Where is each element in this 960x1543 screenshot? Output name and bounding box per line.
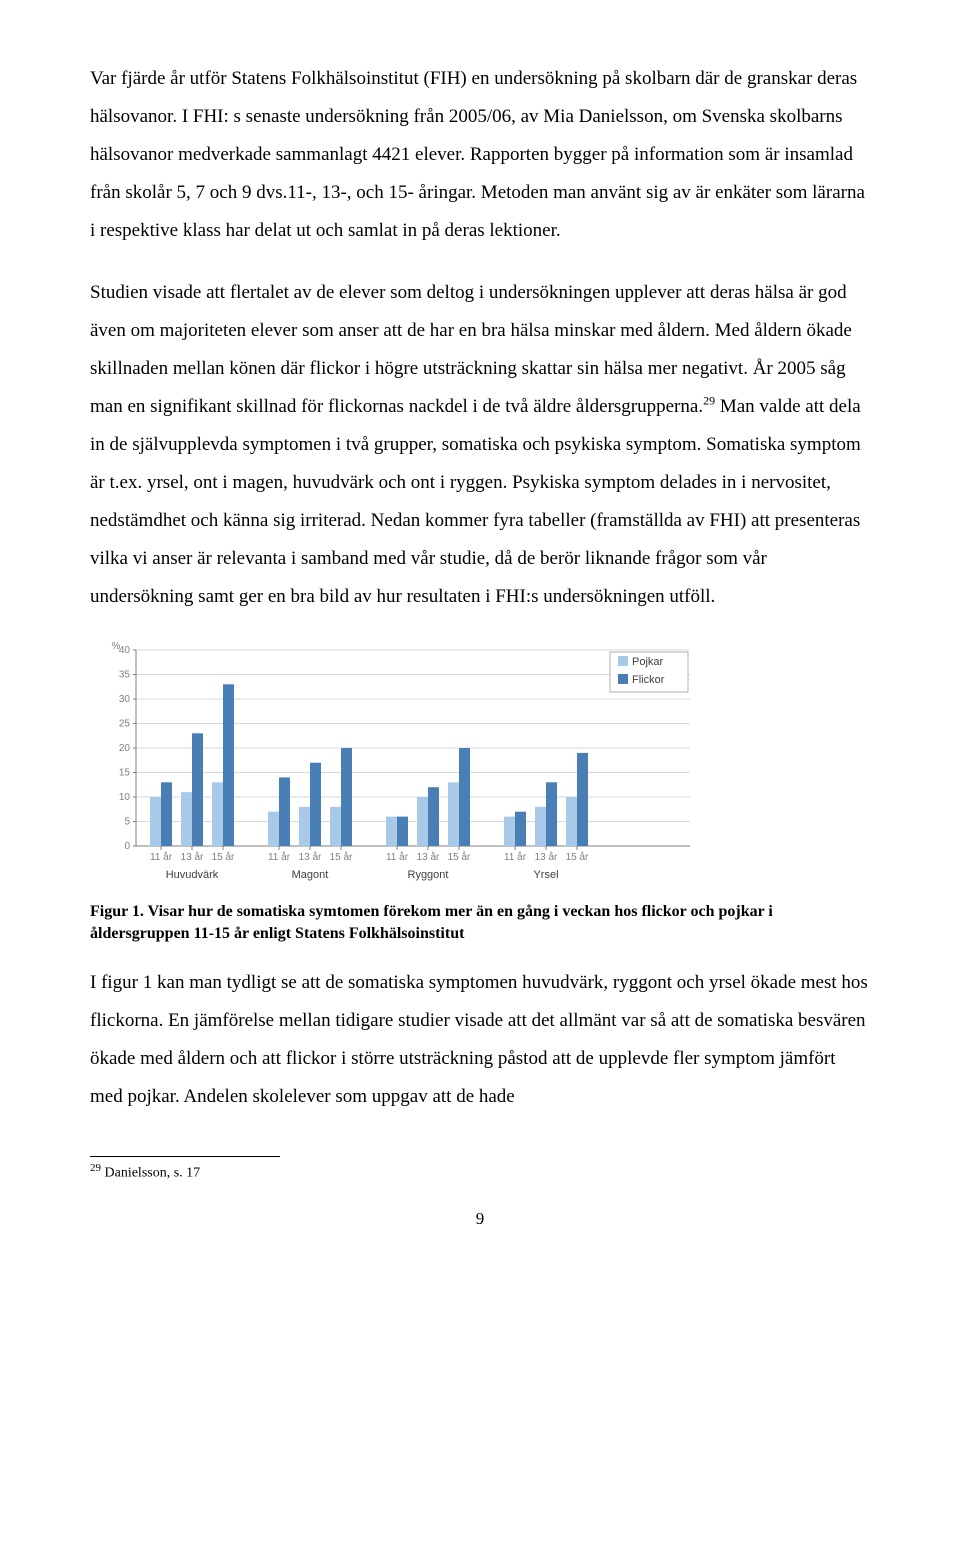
svg-text:40: 40 xyxy=(119,645,131,656)
page-number: 9 xyxy=(90,1209,870,1229)
footnote-ref-29: 29 xyxy=(703,394,715,408)
svg-text:Ryggont: Ryggont xyxy=(408,869,449,881)
svg-text:11 år: 11 år xyxy=(150,851,173,863)
svg-text:25: 25 xyxy=(119,719,131,730)
svg-text:%: % xyxy=(112,641,121,652)
footnote-29: 29 Danielsson, s. 17 xyxy=(90,1161,870,1183)
svg-text:0: 0 xyxy=(124,841,130,852)
svg-text:11 år: 11 år xyxy=(268,851,291,863)
bar-chart-svg: 0 5 10 15 20 25 30 35 40% 11 år 13 år 15 år Huvudvär… xyxy=(90,640,700,890)
figure-1-caption-text: Figur 1. Visar hur de somatiska symtomen… xyxy=(90,903,773,942)
body-paragraph-1: Var fjärde år utför Statens Folkhälsoins… xyxy=(90,60,870,250)
svg-text:Pojkar: Pojkar xyxy=(632,656,664,668)
svg-text:15 år: 15 år xyxy=(448,851,471,863)
footnote-number: 29 xyxy=(90,1162,101,1174)
svg-text:Flickor: Flickor xyxy=(632,674,665,686)
svg-text:13 år: 13 år xyxy=(181,851,204,863)
svg-text:Magont: Magont xyxy=(292,869,329,881)
svg-text:5: 5 xyxy=(124,817,130,828)
svg-text:15 år: 15 år xyxy=(330,851,353,863)
svg-text:11 år: 11 år xyxy=(504,851,527,863)
svg-text:15: 15 xyxy=(119,768,131,779)
figure-1-caption: Figur 1. Visar hur de somatiska symtomen… xyxy=(90,901,870,944)
footnote-separator xyxy=(90,1156,280,1157)
svg-text:15 år: 15 år xyxy=(566,851,589,863)
svg-text:Huvudvärk: Huvudvärk xyxy=(166,869,219,881)
svg-text:13 år: 13 år xyxy=(535,851,558,863)
footnote-text: Danielsson, s. 17 xyxy=(101,1166,200,1181)
svg-text:13 år: 13 år xyxy=(299,851,322,863)
svg-text:13 år: 13 år xyxy=(417,851,440,863)
svg-text:10: 10 xyxy=(119,792,131,803)
body-paragraph-3: I figur 1 kan man tydligt se att de soma… xyxy=(90,964,870,1116)
body-paragraph-2: Studien visade att flertalet av de eleve… xyxy=(90,274,870,616)
svg-text:30: 30 xyxy=(119,694,131,705)
svg-text:35: 35 xyxy=(119,670,131,681)
svg-text:Yrsel: Yrsel xyxy=(533,869,558,881)
para2-part-b: Man valde att dela in de självupplevda s… xyxy=(90,396,861,607)
svg-text:20: 20 xyxy=(119,743,131,754)
figure-1-chart: 0 5 10 15 20 25 30 35 40% 11 år 13 år 15 år Huvudvär… xyxy=(90,640,870,895)
svg-text:11 år: 11 år xyxy=(386,851,409,863)
svg-text:15 år: 15 år xyxy=(212,851,235,863)
